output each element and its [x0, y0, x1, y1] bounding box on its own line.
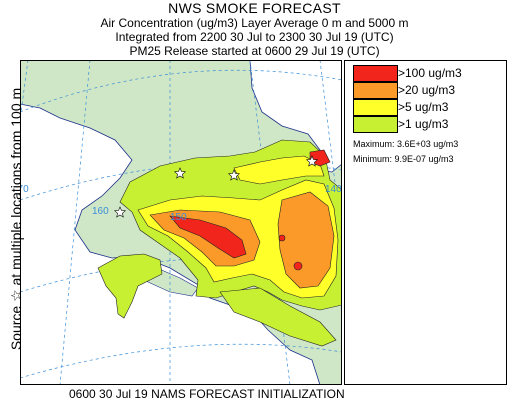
source-markers	[113, 155, 319, 218]
concentration-legend: >100 ug/m3 >20 ug/m3 >5 ug/m3 >1 ug/m3 M…	[344, 60, 507, 385]
map-frame	[20, 60, 342, 385]
legend-label-1: >1 ug/m3	[398, 117, 449, 131]
legend-label-5: >5 ug/m3	[398, 100, 449, 114]
legend-swatch-5	[353, 99, 398, 116]
source-star-icon	[113, 206, 127, 218]
contour-5-north	[233, 155, 325, 185]
subtitle-integration-period: Integrated from 2200 30 Jul to 2300 30 J…	[115, 30, 394, 44]
legend-label-20: >20 ug/m3	[398, 83, 456, 97]
map-title: NWS SMOKE FORECAST	[168, 0, 341, 16]
smoke-map-panel: 170 160 150 140	[12, 60, 342, 385]
smoke-map: 170 160 150 140	[12, 60, 342, 385]
grid-label-150: 150	[170, 212, 187, 223]
contour-20-east	[277, 191, 335, 289]
contour-1-aleutian-sw	[97, 253, 163, 319]
legend-maximum: Maximum: 3.6E+03 ug/m3	[353, 139, 459, 149]
contour-1-south	[219, 287, 337, 347]
subtitle-concentration: Air Concentration (ug/m3) Layer Average …	[100, 16, 409, 30]
smoke-plume	[97, 139, 342, 347]
contour-100-spot	[278, 234, 286, 242]
grid-label-140: 140	[325, 184, 342, 195]
grid-label-170: 170	[20, 184, 29, 195]
source-star-icon	[305, 155, 319, 167]
source-star-icon	[173, 167, 187, 179]
forecast-initialization-footer: 0600 30 Jul 19 NAMS FORECAST INITIALIZAT…	[69, 387, 345, 401]
legend-minimum: Minimum: 9.9E-07 ug/m3	[353, 154, 454, 164]
contour-100	[169, 215, 247, 259]
source-star-icon	[227, 169, 241, 181]
legend-swatch-20	[353, 82, 398, 99]
legend-swatch-100	[353, 65, 398, 82]
grid-label-160: 160	[92, 206, 109, 217]
legend-label-100: >100 ug/m3	[398, 66, 462, 80]
contour-100-spot	[293, 261, 303, 271]
subtitle-release-start: PM25 Release started at 0600 29 Jul 19 (…	[129, 44, 380, 58]
legend-swatch-1	[353, 116, 398, 133]
